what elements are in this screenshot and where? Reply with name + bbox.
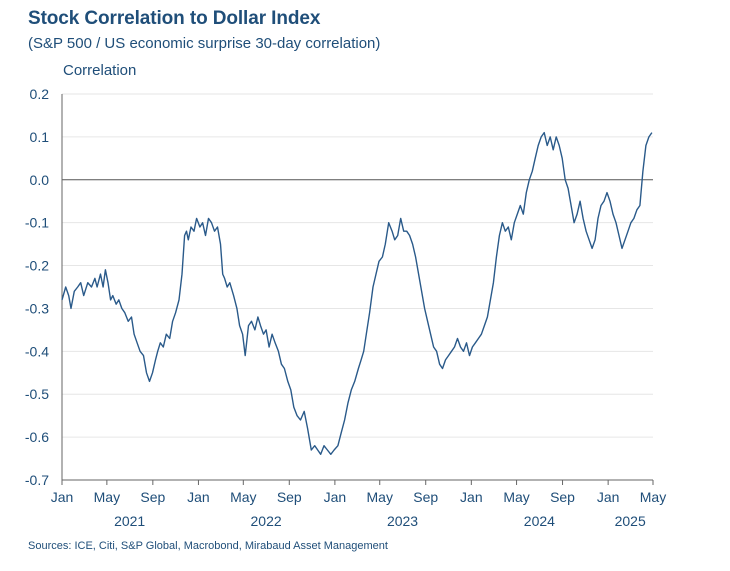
- x-tick-label: May: [94, 489, 120, 505]
- x-year-label: 2021: [114, 513, 145, 529]
- x-year-label: 2024: [524, 513, 555, 529]
- x-tick-label: Sep: [140, 489, 165, 505]
- chart-title: Stock Correlation to Dollar Index: [28, 8, 321, 29]
- x-tick-label: Jan: [187, 489, 210, 505]
- x-year-label: 2022: [251, 513, 282, 529]
- y-axis-label: Correlation: [63, 62, 137, 79]
- x-tick-label: May: [503, 489, 529, 505]
- x-tick-label: Jan: [324, 489, 347, 505]
- x-tick-label: May: [367, 489, 393, 505]
- y-tick-label: 0.2: [30, 86, 50, 102]
- y-tick-label: -0.2: [25, 258, 49, 274]
- x-year-label: 2023: [387, 513, 418, 529]
- x-tick-label: Sep: [277, 489, 302, 505]
- axes-group: [61, 94, 654, 485]
- chart-subtitle: (S&P 500 / US economic surprise 30-day c…: [28, 35, 381, 52]
- x-tick-label: May: [640, 489, 666, 505]
- grid-group: [62, 93, 653, 438]
- x-tick-label: May: [230, 489, 256, 505]
- source-note: Sources: ICE, Citi, S&P Global, Macrobon…: [28, 540, 388, 552]
- x-tick-label: Sep: [413, 489, 438, 505]
- y-tick-label: -0.6: [25, 429, 49, 445]
- x-year-label: 2025: [615, 513, 646, 529]
- labels-group: 0.20.10.0-0.1-0.2-0.3-0.4-0.5-0.6-0.7Jan…: [25, 86, 666, 529]
- x-tick-label: Jan: [597, 489, 620, 505]
- y-tick-label: -0.1: [25, 215, 49, 231]
- x-tick-label: Jan: [51, 489, 74, 505]
- x-tick-label: Sep: [550, 489, 575, 505]
- y-tick-label: -0.7: [25, 472, 49, 488]
- y-tick-label: 0.1: [30, 129, 50, 145]
- y-tick-label: 0.0: [30, 172, 50, 188]
- x-tick-label: Jan: [460, 489, 483, 505]
- y-tick-label: -0.4: [25, 343, 49, 359]
- y-tick-label: -0.5: [25, 386, 49, 402]
- series-line: [61, 131, 653, 455]
- series-group: [61, 131, 653, 455]
- y-tick-label: -0.3: [25, 300, 49, 316]
